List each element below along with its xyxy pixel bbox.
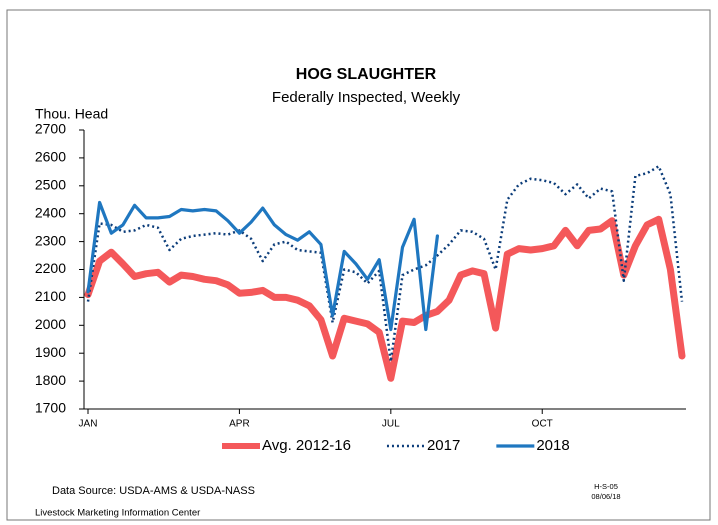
organization: Livestock Marketing Information Center xyxy=(35,508,200,519)
series-line xyxy=(86,200,439,332)
y-tick-label: 2100 xyxy=(35,288,66,304)
x-tick-label: OCT xyxy=(532,419,553,430)
y-tick-label: 2000 xyxy=(35,316,66,332)
y-tick-label: 1700 xyxy=(35,400,66,416)
legend-label: 2017 xyxy=(427,437,460,454)
y-tick-label: 1800 xyxy=(35,372,66,388)
y-tick-label: 2700 xyxy=(35,121,66,137)
chart-title: HOG SLAUGHTER xyxy=(296,66,437,83)
series-line xyxy=(84,215,686,382)
chart-id: H-S-05 xyxy=(594,482,618,491)
y-tick-label: 2400 xyxy=(35,204,66,220)
series-line xyxy=(86,165,684,363)
x-tick-label: JUL xyxy=(382,419,400,430)
legend-label: 2018 xyxy=(536,437,569,454)
y-axis-label: Thou. Head xyxy=(35,106,108,122)
y-tick-label: 2500 xyxy=(35,177,66,193)
source-note: Data Source: USDA-AMS & USDA-NASS xyxy=(52,485,255,497)
y-tick-label: 2300 xyxy=(35,232,66,248)
chart-subtitle: Federally Inspected, Weekly xyxy=(272,89,461,106)
y-tick-label: 2600 xyxy=(35,149,66,165)
x-tick-label: JAN xyxy=(79,419,98,430)
y-tick-label: 2200 xyxy=(35,260,66,276)
y-tick-label: 1900 xyxy=(35,344,66,360)
chart-date: 08/06/18 xyxy=(591,492,620,501)
x-tick-label: APR xyxy=(229,419,250,430)
legend-label: Avg. 2012-16 xyxy=(262,437,351,454)
